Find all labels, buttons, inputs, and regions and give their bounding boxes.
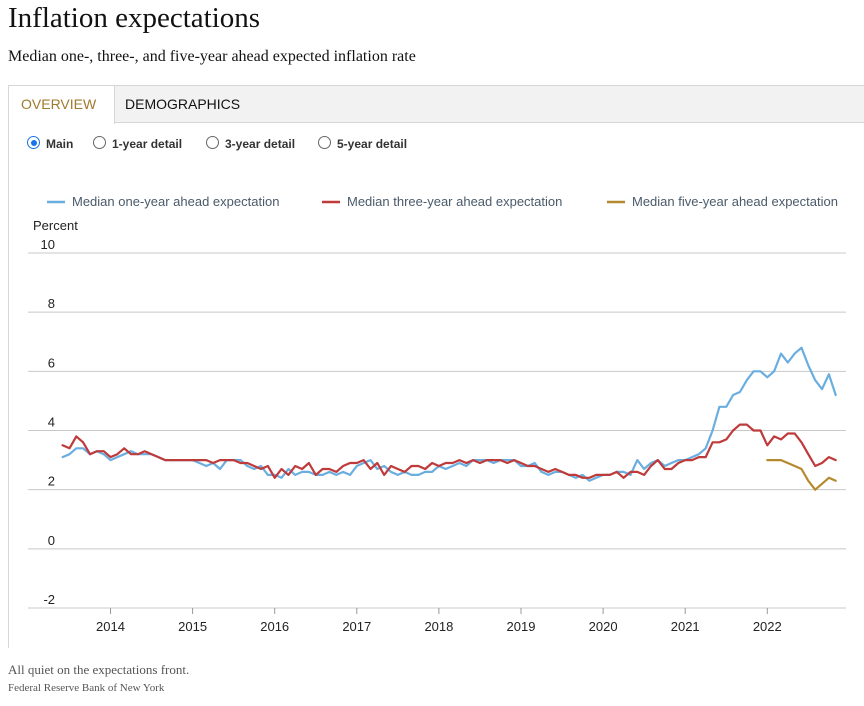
series-line-3: [766, 459, 837, 491]
legend-label-2: Median three-year ahead expectation: [347, 194, 562, 209]
x-tick-label: 2022: [753, 619, 782, 634]
radio-5-year-detail-label: 5-year detail: [337, 137, 408, 151]
y-tick-label: 0: [48, 533, 55, 548]
radio-3-year-detail-label: 3-year detail: [225, 137, 296, 151]
x-tick-label: 2015: [178, 619, 207, 634]
legend-label-3: Median five-year ahead expectation: [632, 194, 838, 209]
y-tick-label: 10: [41, 237, 55, 252]
x-tick-label: 2016: [260, 619, 289, 634]
y-tick-label: 6: [48, 355, 55, 370]
y-tick-label: 4: [48, 415, 55, 430]
y-tick-label: 8: [48, 296, 55, 311]
tab-overview[interactable]: OVERVIEW: [9, 86, 115, 124]
chart-caption: All quiet on the expectations front.: [8, 662, 190, 677]
x-tick-label: 2017: [342, 619, 371, 634]
tab-bar: OVERVIEW DEMOGRAPHICS: [9, 86, 864, 124]
radio-3-year-detail-dot[interactable]: [206, 136, 219, 149]
y-tick-label: -2: [43, 592, 55, 607]
radio-5-year-detail-dot[interactable]: [318, 136, 331, 149]
tab-demographics[interactable]: DEMOGRAPHICS: [125, 96, 241, 112]
legend-label-1: Median one-year ahead expectation: [72, 194, 279, 209]
radio-main-dot[interactable]: [27, 136, 40, 149]
y-tick-label: 2: [48, 474, 55, 489]
inflation-line-chart: -2 0 2 4 6 8 10 Percent 2014 2015 2016 2017 2018 2019…: [28, 194, 846, 634]
x-tick-label: 2020: [589, 619, 618, 634]
radio-main-label: Main: [46, 137, 74, 151]
x-tick-label: 2018: [424, 619, 453, 634]
x-tick-label: 2019: [507, 619, 536, 634]
page-subtitle: Median one-, three-, and five-year ahead…: [8, 48, 416, 65]
chart-panel: OVERVIEW DEMOGRAPHICS Main 1-year detail…: [8, 85, 864, 648]
radio-1-year-detail-dot[interactable]: [93, 136, 106, 149]
page-title: Inflation expectations: [8, 2, 261, 34]
y-axis-label: Percent: [33, 218, 78, 233]
x-tick-label: 2014: [96, 619, 125, 634]
radio-1-year-detail-label: 1-year detail: [112, 137, 183, 151]
chart-source: Federal Reserve Bank of New York: [8, 682, 165, 694]
x-tick-label: 2021: [671, 619, 700, 634]
series-line-2: [61, 423, 837, 479]
